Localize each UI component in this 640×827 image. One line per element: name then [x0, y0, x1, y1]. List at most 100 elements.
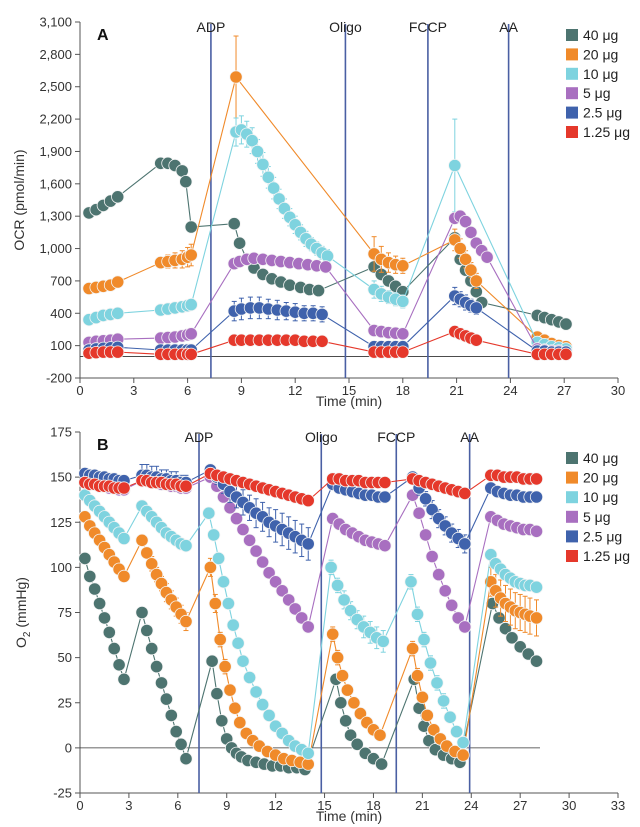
data-point: [469, 274, 483, 288]
data-point: [469, 301, 483, 315]
y-tick-label: 1,000: [39, 241, 72, 256]
data-point: [529, 490, 544, 504]
y-tick-label: 2,500: [39, 79, 72, 94]
data-point: [343, 604, 358, 618]
data-point: [140, 623, 154, 638]
x-tick-label: 24: [503, 383, 517, 398]
legend-label: 5 μg: [583, 509, 611, 525]
data-point: [97, 611, 112, 625]
data-point: [179, 175, 193, 189]
x-tick-label: 30: [611, 383, 625, 398]
data-point: [420, 708, 434, 723]
data-point: [111, 306, 125, 320]
x-tick-label: 21: [449, 383, 463, 398]
x-tick-label: 0: [76, 798, 83, 813]
data-point: [404, 575, 418, 589]
injection-label: FCCP: [377, 429, 415, 445]
series-5: [78, 466, 544, 508]
data-point: [464, 263, 478, 277]
data-point: [425, 502, 439, 517]
series-0: [78, 551, 544, 777]
data-point: [458, 620, 472, 634]
data-point: [205, 654, 219, 668]
x-tick-label: 6: [184, 383, 191, 398]
legend-swatch: [566, 471, 578, 484]
data-point: [425, 549, 439, 564]
legend-swatch: [566, 550, 578, 562]
data-point: [213, 632, 227, 647]
data-point: [378, 490, 392, 504]
x-tick-label: 3: [125, 798, 132, 813]
legend-label: 40 μg: [583, 27, 618, 43]
data-point: [373, 728, 387, 742]
x-tick-label: 21: [415, 798, 429, 813]
data-point: [456, 748, 470, 762]
panel-letter: B: [97, 437, 109, 454]
data-point: [469, 333, 483, 347]
data-point: [231, 636, 245, 650]
data-point: [249, 685, 263, 699]
data-point: [324, 560, 338, 575]
data-point: [135, 533, 149, 547]
data-point: [184, 220, 198, 234]
data-point: [350, 737, 364, 751]
series-1: [78, 510, 544, 771]
data-point: [396, 259, 410, 273]
x-tick-label: 12: [268, 798, 282, 813]
legend-label: 5 μg: [583, 85, 611, 101]
data-point: [396, 345, 410, 359]
data-point: [233, 236, 247, 250]
data-point: [275, 584, 289, 598]
data-point: [117, 569, 131, 584]
x-tick-label: 3: [130, 383, 137, 398]
data-point: [458, 537, 472, 551]
data-point: [415, 690, 429, 704]
data-point: [418, 492, 433, 506]
data-point: [223, 683, 237, 697]
x-tick-label: 9: [223, 798, 230, 813]
data-point: [436, 694, 451, 708]
y-tick-label: 175: [50, 425, 72, 440]
y-tick-label: 400: [50, 306, 72, 321]
data-point: [330, 578, 345, 593]
data-point: [295, 611, 309, 625]
data-point: [417, 632, 431, 647]
data-point: [117, 481, 131, 495]
data-point: [374, 757, 389, 771]
data-point: [255, 697, 270, 712]
x-tick-label: 12: [288, 383, 302, 398]
y-tick-label: 150: [50, 470, 72, 485]
data-point: [464, 225, 478, 239]
data-point: [376, 634, 390, 649]
x-tick-label: 15: [317, 798, 331, 813]
data-point: [559, 347, 573, 361]
data-point: [423, 656, 438, 670]
y-tick-label: 1,300: [39, 209, 72, 224]
data-point: [227, 217, 241, 231]
data-point: [102, 625, 116, 640]
data-point: [184, 297, 198, 312]
data-point: [458, 252, 473, 266]
data-point: [405, 641, 420, 656]
data-point: [203, 560, 217, 575]
data-point: [432, 567, 446, 582]
data-point: [112, 658, 126, 672]
data-point: [330, 650, 345, 665]
legend-swatch: [566, 491, 578, 504]
y-axis-label: O2 (mmHg): [13, 577, 33, 648]
data-point: [267, 181, 281, 195]
x-tick-label: 9: [238, 383, 245, 398]
legend-swatch: [566, 106, 578, 119]
data-point: [449, 724, 464, 739]
data-point: [154, 676, 169, 690]
data-point: [262, 708, 276, 723]
panel-a-chart: -200 100 400 700 1,000 1,300 1,600 1,900 2,200 2,…: [11, 15, 630, 410]
data-point: [184, 327, 198, 341]
data-point: [107, 641, 121, 656]
data-point: [480, 250, 494, 264]
data-point: [448, 158, 462, 173]
data-point: [179, 752, 193, 766]
y-axis-label-unit: (mmHg): [13, 577, 29, 631]
data-point: [202, 506, 216, 520]
